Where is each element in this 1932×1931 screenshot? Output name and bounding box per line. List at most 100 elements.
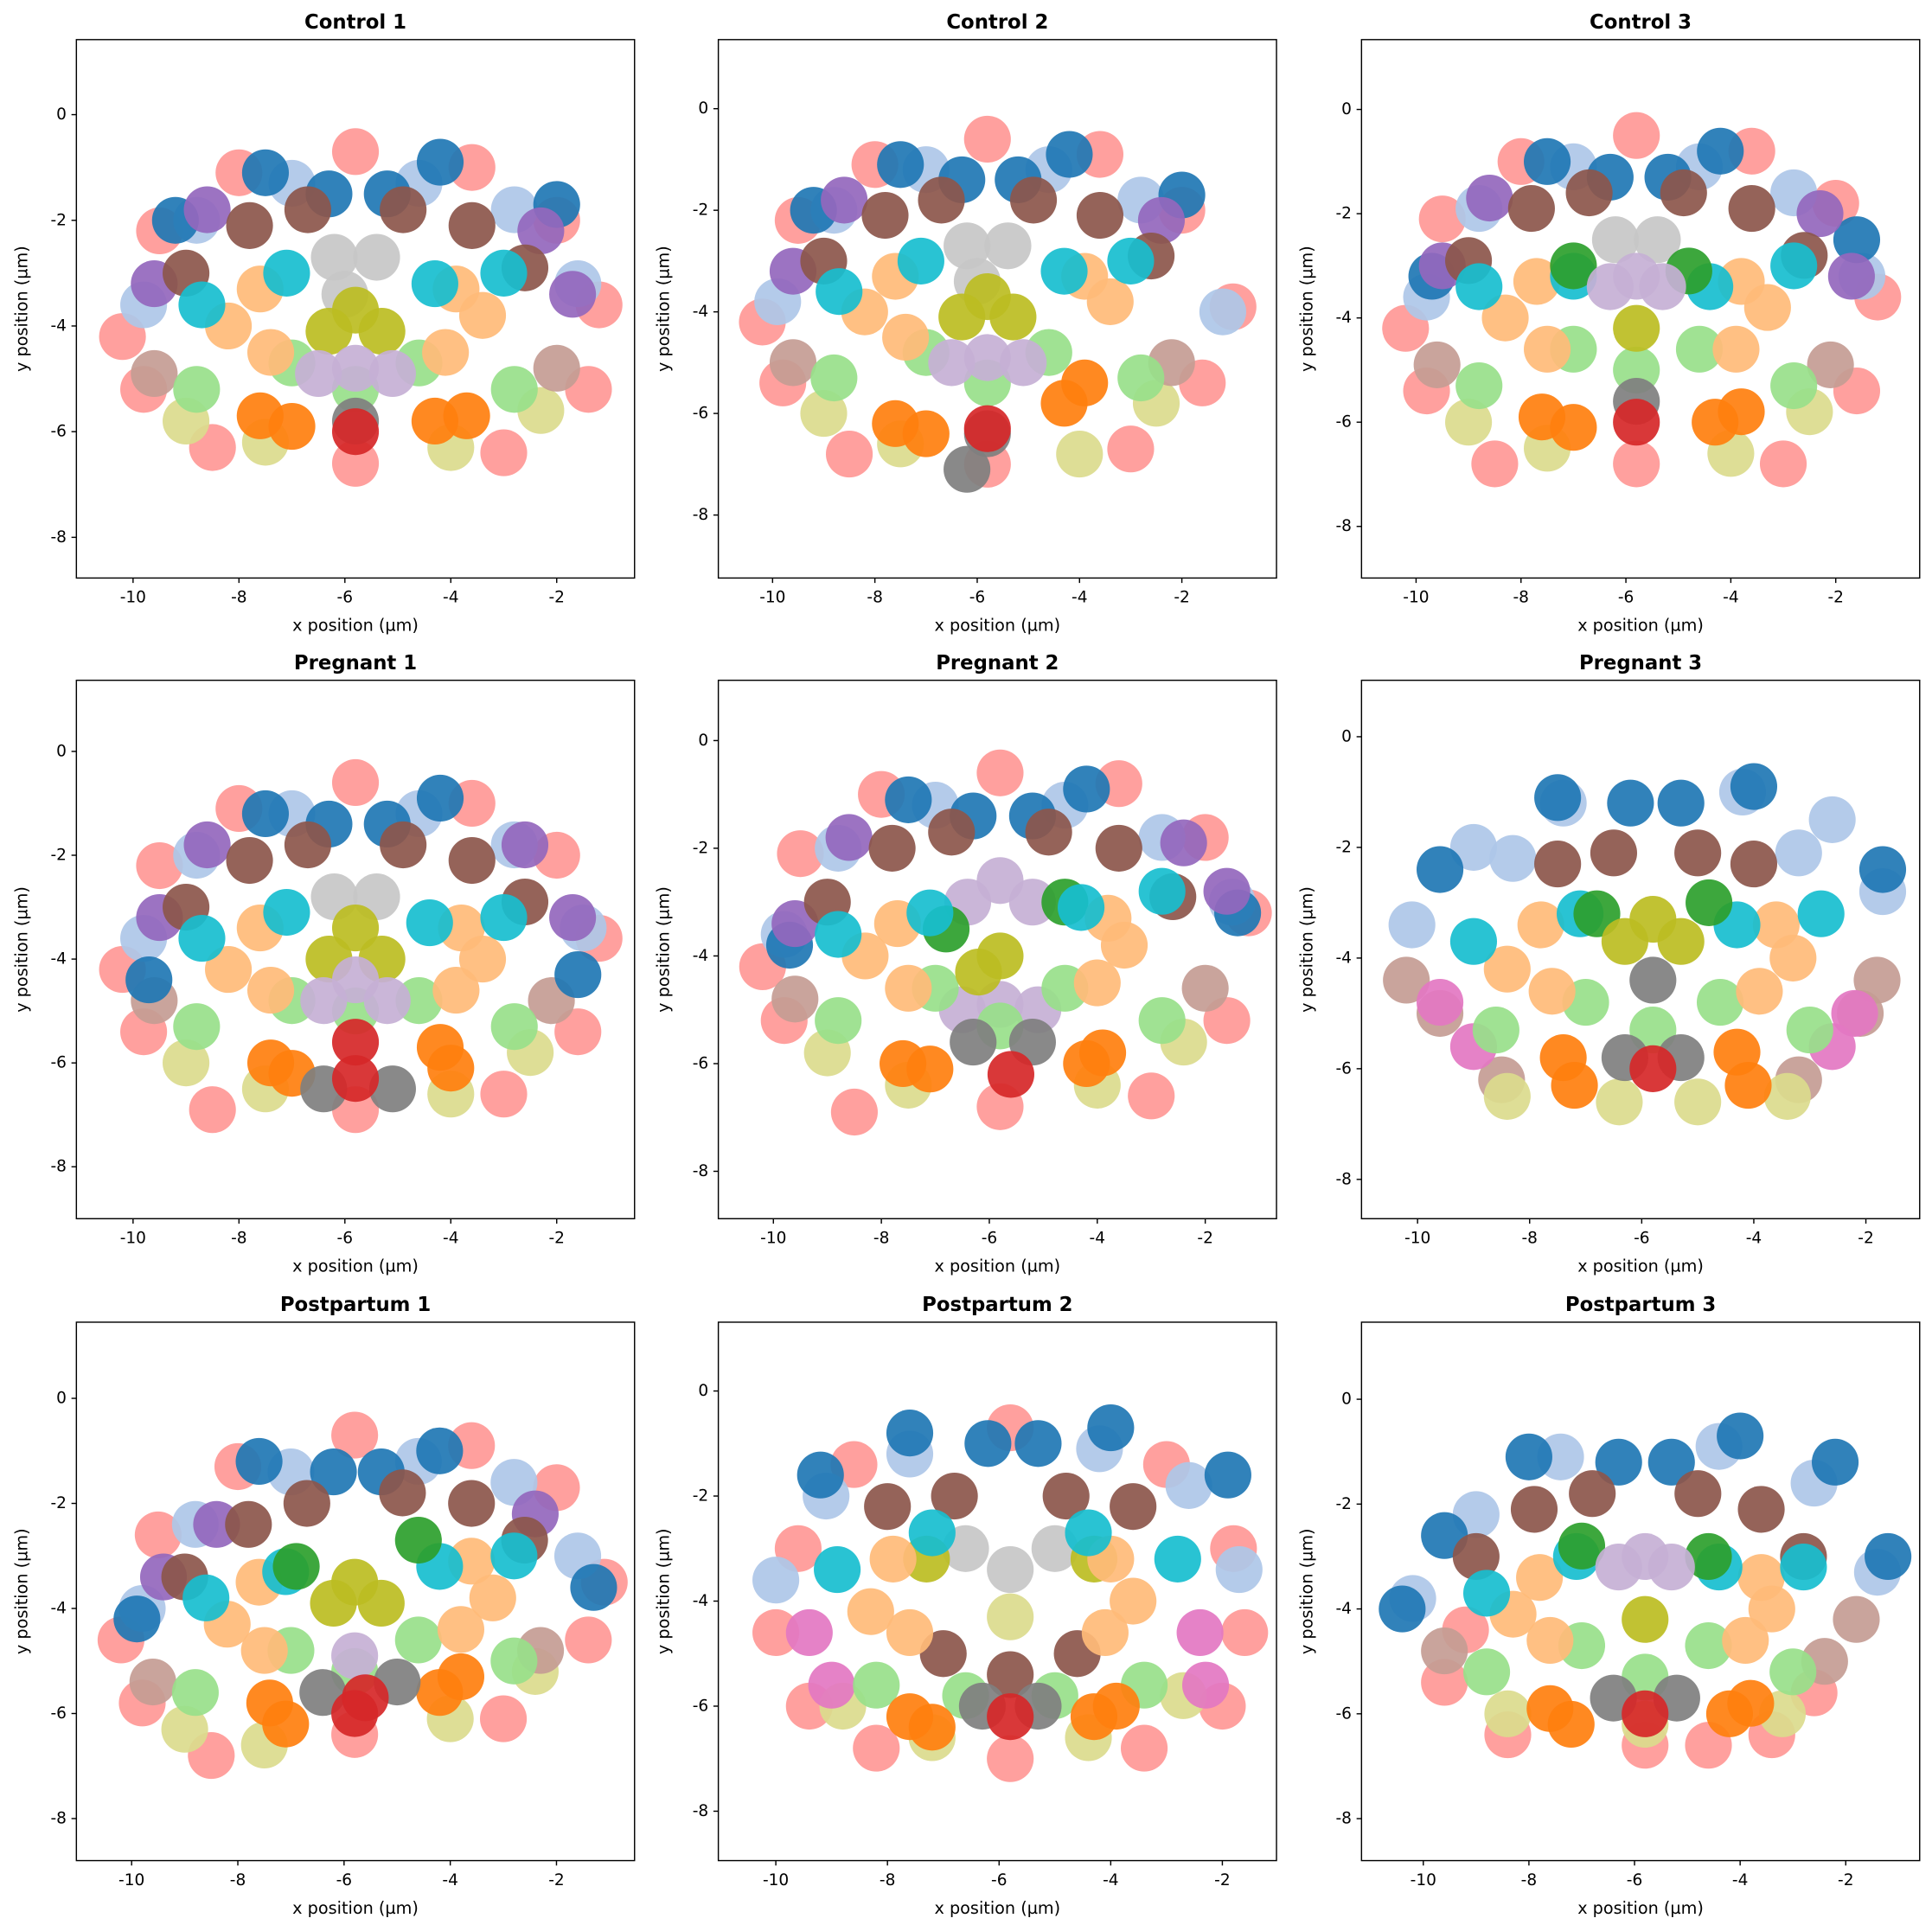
scatter-point bbox=[480, 429, 528, 476]
x-tick-label: -8 bbox=[231, 589, 246, 607]
scatter-point bbox=[1418, 195, 1466, 243]
scatter-point bbox=[963, 115, 1011, 163]
scatter-point bbox=[1009, 176, 1058, 224]
scatter-point bbox=[886, 1608, 934, 1657]
scatter-point bbox=[1421, 1627, 1468, 1675]
scatter-point bbox=[1471, 440, 1519, 488]
scatter-point bbox=[1685, 1532, 1732, 1581]
x-tick-label: -10 bbox=[120, 1230, 146, 1248]
plot-area bbox=[739, 749, 1272, 1136]
scatter-point bbox=[129, 1658, 176, 1706]
scatter-point bbox=[380, 821, 427, 869]
scatter-point bbox=[1138, 997, 1186, 1045]
scatter-point bbox=[902, 410, 950, 457]
scatter-point bbox=[1065, 1509, 1112, 1557]
scatter-point bbox=[1042, 1472, 1090, 1520]
y-tick-label: 0 bbox=[698, 732, 708, 750]
scatter-point bbox=[1565, 169, 1613, 217]
x-axis-label: x position (µm) bbox=[292, 1898, 419, 1918]
scatter-point bbox=[800, 390, 848, 438]
scatter-point bbox=[987, 1651, 1034, 1698]
y-tick-label: -4 bbox=[50, 1600, 66, 1618]
y-tick-label: -2 bbox=[693, 839, 708, 857]
scatter-point bbox=[1607, 779, 1654, 827]
plot-area bbox=[1379, 1412, 1912, 1769]
scatter-point bbox=[1712, 325, 1760, 373]
scatter-point bbox=[1613, 440, 1660, 488]
scatter-point bbox=[963, 405, 1011, 452]
x-tick-label: -4 bbox=[442, 1871, 457, 1889]
x-tick-label: -2 bbox=[548, 589, 564, 607]
scatter-point bbox=[1752, 901, 1800, 949]
y-tick-label: -2 bbox=[50, 211, 66, 229]
y-tick-label: -2 bbox=[693, 1487, 708, 1506]
scatter-point bbox=[1629, 1045, 1677, 1092]
scatter-point bbox=[1483, 1072, 1531, 1120]
scatter-point bbox=[565, 1616, 612, 1664]
scatter-point bbox=[810, 354, 858, 402]
x-tick-label: -10 bbox=[759, 589, 785, 607]
scatter-point bbox=[331, 1411, 379, 1459]
scatter-point bbox=[752, 1557, 800, 1604]
scatter-point bbox=[1808, 796, 1856, 843]
x-axis-label: x position (µm) bbox=[1577, 616, 1704, 636]
scatter-point bbox=[490, 1532, 538, 1580]
scatter-point bbox=[1181, 1661, 1230, 1709]
scatter-point bbox=[1063, 765, 1110, 813]
x-tick-label: -8 bbox=[1513, 589, 1529, 607]
x-axis-label: x position (µm) bbox=[292, 1256, 419, 1276]
scatter-point bbox=[1510, 1486, 1558, 1533]
scatter-point bbox=[1736, 968, 1783, 1015]
scatter-point bbox=[1092, 1682, 1140, 1730]
scatter-point bbox=[908, 1509, 956, 1557]
scatter-point bbox=[1165, 1461, 1212, 1509]
scatter-point bbox=[1797, 890, 1845, 937]
scatter-point bbox=[310, 1448, 357, 1496]
scatter-point bbox=[226, 201, 273, 249]
scatter-point bbox=[1014, 1420, 1062, 1467]
scatter-point bbox=[1445, 399, 1493, 446]
scatter-point bbox=[263, 249, 310, 297]
panel: -10 -8 -6 -4 -2 0 -2 -4 -6 -8 Postpartum 3 x positi… bbox=[1296, 1294, 1921, 1918]
scatter-point bbox=[331, 758, 380, 807]
scatter-point bbox=[300, 977, 348, 1025]
y-tick-label: -8 bbox=[693, 1162, 708, 1180]
x-tick-label: -4 bbox=[1723, 589, 1738, 607]
scatter-point bbox=[869, 1535, 917, 1583]
scatter-point bbox=[1622, 1690, 1669, 1737]
scatter-point bbox=[422, 329, 470, 376]
chart-title: Control 2 bbox=[946, 11, 1048, 34]
x-axis-label: x position (µm) bbox=[1577, 1898, 1704, 1918]
scatter-point bbox=[1629, 956, 1677, 1004]
x-tick-label: -8 bbox=[1521, 1871, 1537, 1889]
scatter-point bbox=[1558, 1522, 1606, 1570]
scatter-point bbox=[1833, 216, 1881, 264]
y-tick-label: 0 bbox=[56, 106, 67, 124]
scatter-point bbox=[1388, 901, 1436, 949]
scatter-point bbox=[443, 392, 490, 439]
scatter-point bbox=[480, 1071, 528, 1118]
y-axis-label: y position (µm) bbox=[654, 1528, 674, 1654]
plot-area bbox=[1383, 763, 1907, 1126]
scatter-point bbox=[1811, 1438, 1859, 1486]
scatter-point bbox=[1728, 185, 1775, 233]
panel: -10 -8 -6 -4 -2 0 -2 -4 -6 -8 Pregnant 1 x position… bbox=[11, 652, 636, 1276]
scatter-point bbox=[570, 1563, 617, 1611]
scatter-point bbox=[406, 898, 453, 947]
scatter-point bbox=[225, 1500, 272, 1548]
x-axis-label: x position (µm) bbox=[1577, 1256, 1704, 1276]
scatter-point bbox=[1737, 1554, 1785, 1602]
y-tick-label: 0 bbox=[698, 99, 708, 118]
scatter-point bbox=[380, 186, 427, 233]
scatter-point bbox=[432, 967, 480, 1014]
x-tick-label: -2 bbox=[1214, 1871, 1230, 1889]
scatter-point bbox=[1455, 361, 1503, 410]
scatter-point bbox=[1827, 253, 1875, 300]
scatter-point bbox=[1462, 1648, 1511, 1696]
scatter-point bbox=[1462, 1570, 1511, 1617]
scatter-point bbox=[1526, 1616, 1574, 1665]
scatter-point bbox=[861, 191, 909, 240]
scatter-point bbox=[134, 1511, 182, 1559]
scatter-point bbox=[1713, 1028, 1761, 1076]
scatter-point bbox=[1203, 867, 1251, 915]
